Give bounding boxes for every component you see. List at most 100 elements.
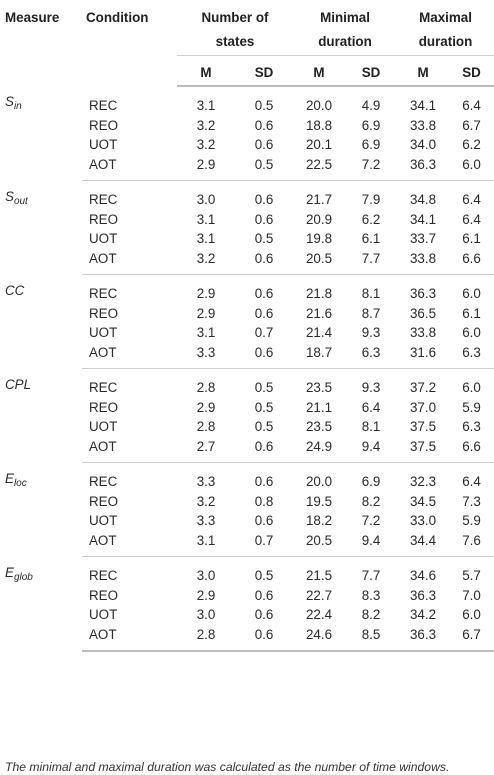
max-duration-sd-cell: 6.7 <box>462 117 481 133</box>
condition-cell: AOT <box>82 530 177 557</box>
states-sd-cell: 0.6 <box>235 624 293 652</box>
states-sd-cell: 0.6 <box>254 607 274 623</box>
condition-cell: UOT <box>89 231 118 247</box>
max-duration-sd-cell: 6.0 <box>462 286 481 302</box>
max-duration-m-cell: 33.8 <box>397 248 450 275</box>
states-m-cell: 2.8 <box>196 419 216 435</box>
max-duration-sd-cell: 5.7 <box>462 568 481 584</box>
condition-cell: REO <box>89 117 119 133</box>
table-row: Eglob REC 3.0 0.5 21.5 7.7 34.6 5.7 <box>0 557 494 586</box>
table-row: REO 2.9 0.6 22.7 8.3 36.3 7.0 <box>0 586 494 606</box>
states-sd-cell: 0.6 <box>254 305 274 321</box>
max-duration-sd-cell: 6.3 <box>449 342 494 369</box>
condition-cell: REC <box>89 286 118 302</box>
states-sd-cell: 0.8 <box>254 493 274 509</box>
condition-cell: AOT <box>82 342 177 369</box>
max-duration-sd-cell: 6.1 <box>462 231 481 247</box>
states-sd-cell: 0.5 <box>254 380 274 396</box>
table-row: REO 2.9 0.5 21.1 6.4 37.0 5.9 <box>0 398 494 418</box>
min-duration-m-cell: 19.8 <box>305 231 333 247</box>
states-m-cell: 3.1 <box>177 530 235 557</box>
measure-subscript: in <box>13 101 22 112</box>
min-duration-m-cell: 22.5 <box>293 154 345 181</box>
states-sd-cell: 0.6 <box>235 342 293 369</box>
states-sd-cell: 0.7 <box>254 325 274 341</box>
maximal-duration-header-line1: Maximal <box>419 10 472 25</box>
states-m-cell: 3.1 <box>196 211 216 227</box>
min-duration-m-cell: 20.0 <box>305 98 333 114</box>
results-table: Measure Condition Number of Minimal Maxi… <box>0 10 494 652</box>
min-duration-sd-cell: 8.5 <box>345 624 398 652</box>
min-duration-m-cell: 20.5 <box>293 530 345 557</box>
states-m-cell: 3.1 <box>196 231 216 247</box>
measure-cell: Eglob <box>0 557 82 652</box>
min-duration-sd-cell: 8.7 <box>361 305 381 321</box>
max-duration-sd-cell: 6.1 <box>462 305 481 321</box>
max-duration-sd-cell: 6.0 <box>462 325 481 341</box>
table-row: CPL REC 2.8 0.5 23.5 9.3 37.2 6.0 <box>0 369 494 398</box>
min-duration-m-cell: 23.5 <box>305 380 333 396</box>
condition-cell: REC <box>89 97 118 113</box>
min-duration-sd-cell: 8.1 <box>361 419 381 435</box>
max-duration-m-header: M <box>397 55 450 87</box>
condition-cell: REC <box>89 192 118 208</box>
states-m-cell: 3.2 <box>196 493 216 509</box>
maximal-duration-header-line2: duration <box>397 33 494 56</box>
states-sd-cell: 0.6 <box>235 248 293 275</box>
min-duration-m-cell: 20.0 <box>305 474 333 490</box>
condition-cell: AOT <box>82 624 177 652</box>
max-duration-sd-cell: 6.6 <box>449 436 494 463</box>
table-row: UOT 3.3 0.6 18.2 7.2 33.0 5.9 <box>0 511 494 531</box>
states-m-cell: 3.1 <box>196 325 216 341</box>
states-m-cell: 3.0 <box>196 192 216 208</box>
states-sd-cell: 0.5 <box>254 231 274 247</box>
states-sd-cell: 0.5 <box>235 154 293 181</box>
min-duration-m-cell: 22.4 <box>305 607 333 623</box>
measure-subscript: loc <box>13 477 27 489</box>
table-row: UOT 3.0 0.6 22.4 8.2 34.2 6.0 <box>0 605 494 625</box>
max-duration-sd-cell: 5.9 <box>462 513 481 529</box>
min-duration-m-cell: 21.5 <box>305 568 333 584</box>
max-duration-m-cell: 34.4 <box>397 530 450 557</box>
min-duration-sd-cell: 6.9 <box>361 474 381 490</box>
table-row: REO 2.9 0.6 21.6 8.7 36.5 6.1 <box>0 304 494 324</box>
states-sd-cell: 0.7 <box>235 530 293 557</box>
condition-cell: REC <box>89 568 118 584</box>
min-duration-sd-cell: 9.3 <box>361 325 381 341</box>
table-row: Eloc REC 3.3 0.6 20.0 6.9 32.3 6.4 <box>0 463 494 492</box>
table-row: AOT 3.3 0.6 18.7 6.3 31.6 6.3 <box>0 342 494 369</box>
states-m-cell: 3.3 <box>177 342 235 369</box>
min-duration-sd-header: SD <box>345 55 398 87</box>
max-duration-sd-cell: 7.3 <box>462 493 481 509</box>
condition-cell: REC <box>89 474 118 490</box>
states-m-cell: 2.9 <box>196 286 216 302</box>
states-sd-cell: 0.6 <box>254 513 274 529</box>
max-duration-sd-cell: 6.2 <box>462 137 481 153</box>
min-duration-sd-cell: 6.4 <box>361 399 381 415</box>
condition-cell: UOT <box>89 607 118 623</box>
states-m-cell: 2.9 <box>177 154 235 181</box>
table-row: UOT 2.8 0.5 23.5 8.1 37.5 6.3 <box>0 417 494 437</box>
table-row: AOT 2.9 0.5 22.5 7.2 36.3 6.0 <box>0 154 494 181</box>
states-m-cell: 3.1 <box>196 98 216 114</box>
max-duration-sd-cell: 6.6 <box>449 248 494 275</box>
condition-cell: AOT <box>82 154 177 181</box>
number-of-states-header-line1: Number of <box>201 10 269 25</box>
states-m-cell: 3.3 <box>196 513 216 529</box>
states-m-cell: 2.7 <box>177 436 235 463</box>
measure-symbol: CC <box>5 282 25 298</box>
min-duration-sd-cell: 9.4 <box>345 530 398 557</box>
measure-symbol: CPL <box>5 376 32 392</box>
min-duration-m-cell: 20.1 <box>305 137 333 153</box>
min-duration-m-cell: 19.5 <box>305 493 333 509</box>
min-duration-sd-cell: 7.7 <box>361 568 381 584</box>
max-duration-m-cell: 34.8 <box>409 192 437 208</box>
table-row: REO 3.2 0.6 18.8 6.9 33.8 6.7 <box>0 116 494 136</box>
min-duration-sd-cell: 8.2 <box>361 607 381 623</box>
measure-symbol: E <box>5 564 14 580</box>
states-sd-cell: 0.5 <box>254 98 274 114</box>
max-duration-sd-cell: 6.3 <box>462 419 481 435</box>
measure-subscript: out <box>13 195 28 207</box>
measure-cell: CC <box>0 275 82 369</box>
min-duration-m-cell: 21.7 <box>305 192 333 208</box>
